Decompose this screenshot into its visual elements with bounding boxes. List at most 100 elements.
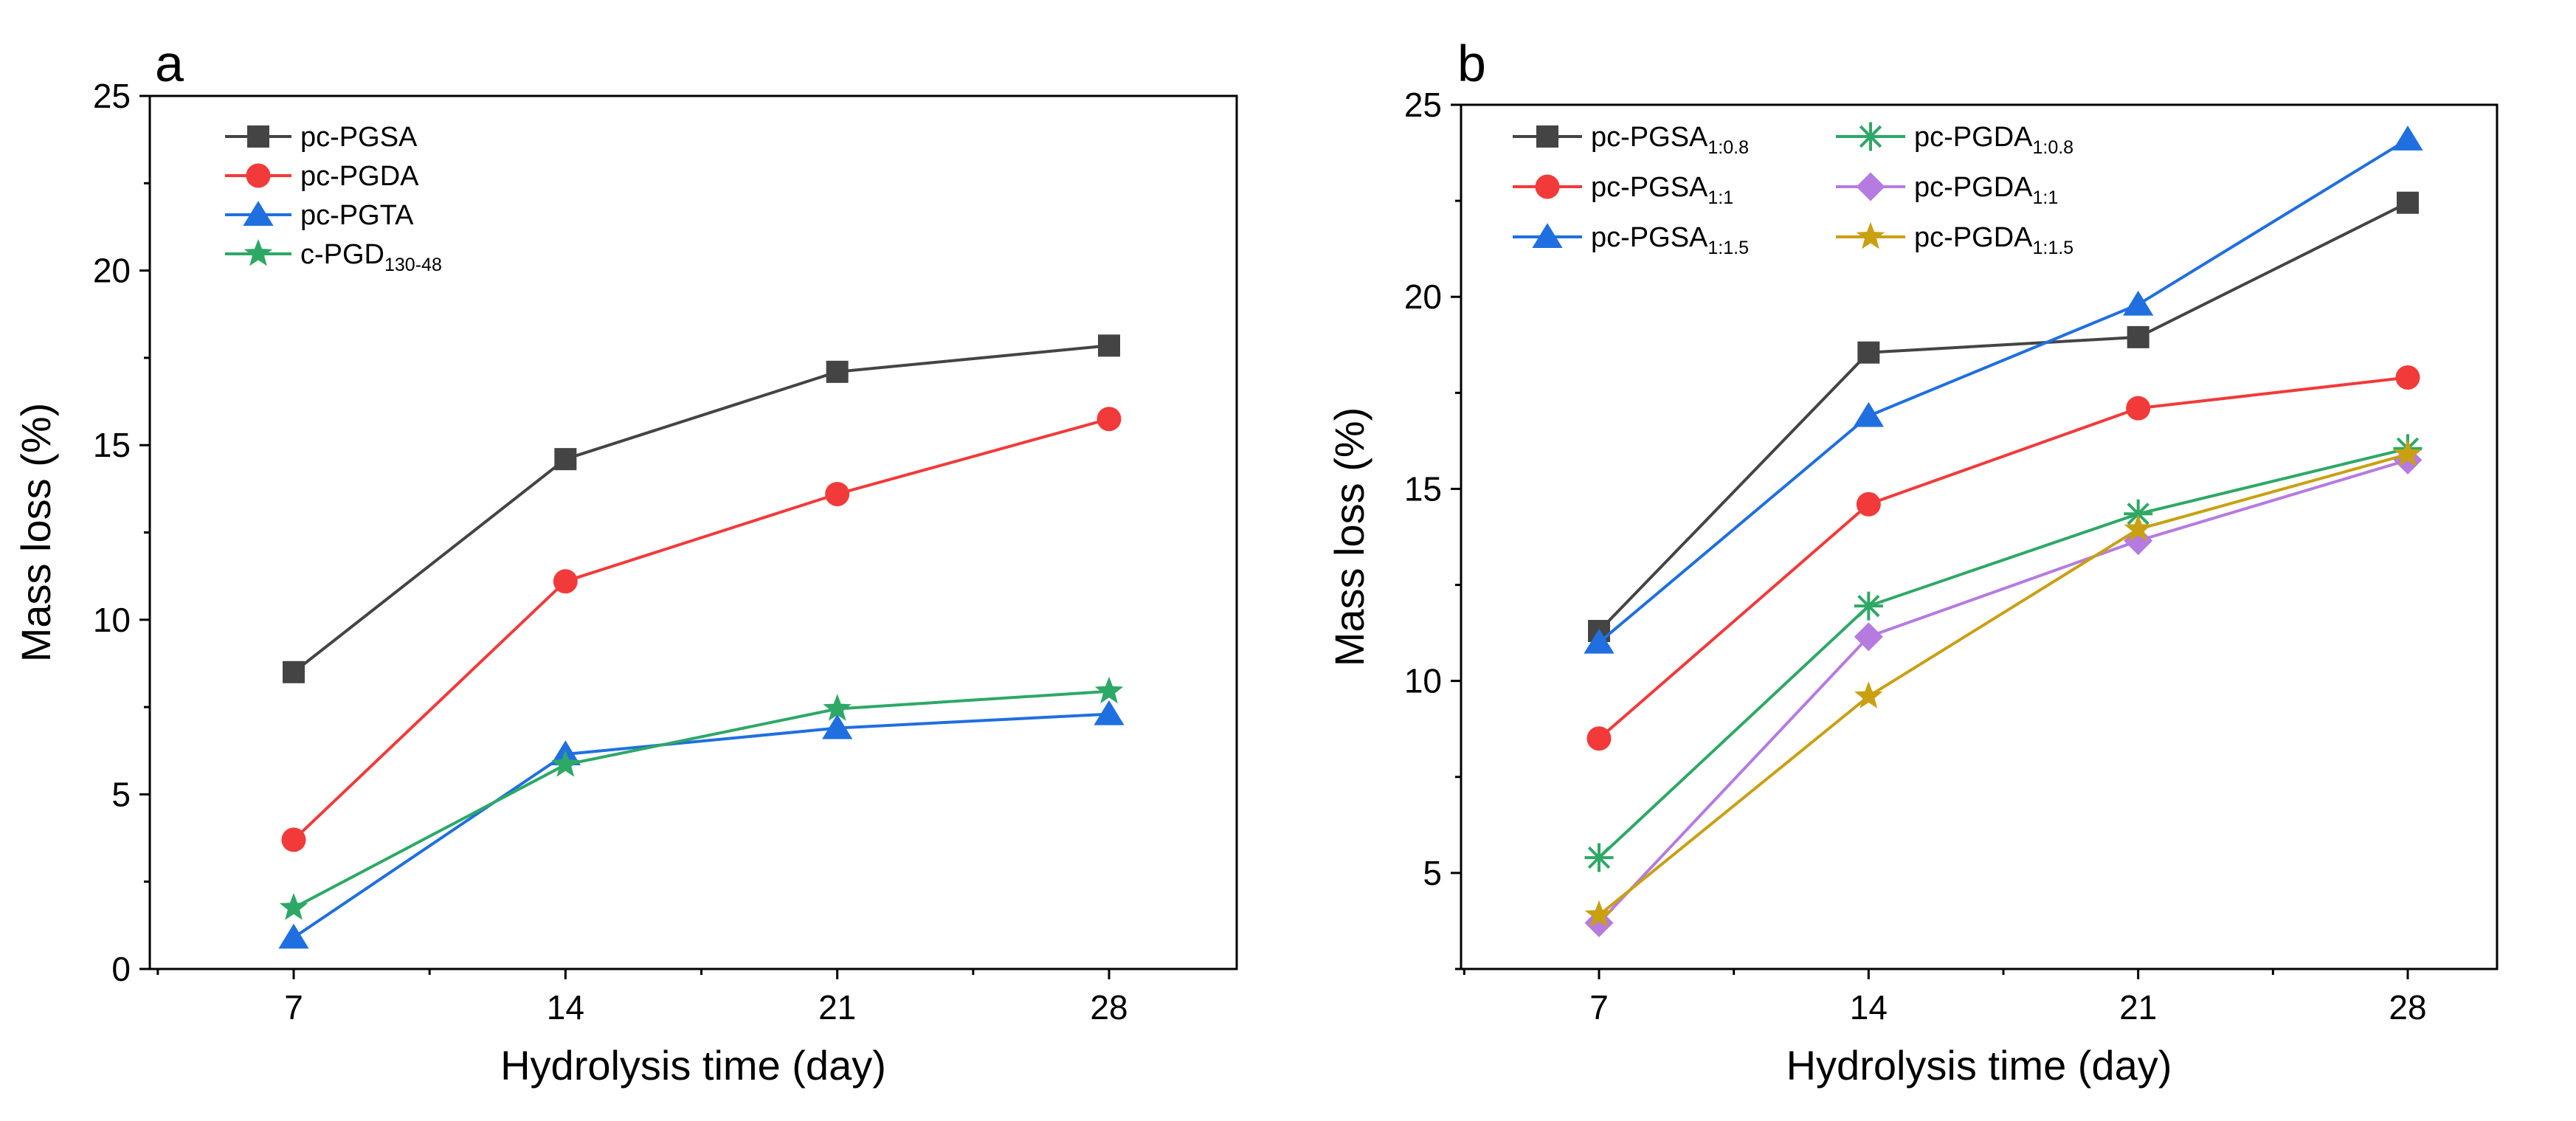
data-point: [1097, 407, 1122, 432]
legend-marker: [1535, 174, 1560, 199]
legend-marker: [247, 125, 269, 148]
data-point: [1586, 726, 1612, 751]
legend-label-main: pc-PGDA: [1914, 222, 2033, 253]
legend-item: pc-PGDA1:1.5: [1836, 221, 2073, 258]
series-0: [1588, 191, 2419, 643]
legend: pc-PGSA1:0.8pc-PGSA1:1pc-PGSA1:1.5pc-PGD…: [1513, 122, 2073, 258]
legend-label: pc-PGDA1:1: [1914, 172, 2058, 208]
y-axis-title: Mass loss (%): [13, 403, 59, 663]
legend-label: pc-PGDA1:0.8: [1914, 122, 2073, 158]
legend-label-subscript: 1:1.5: [1707, 238, 1749, 258]
y-tick-label: 20: [93, 252, 131, 290]
legend-marker: [246, 163, 271, 188]
series-line: [292, 712, 1110, 939]
series-0: [283, 334, 1120, 683]
x-tick-label: 14: [1850, 988, 1888, 1027]
data-point: [822, 714, 853, 739]
x-tick-label: 21: [818, 988, 856, 1027]
data-point: [1584, 628, 1615, 654]
data-point: [1856, 491, 1881, 517]
series-2: [278, 700, 1125, 949]
legend-label: pc-PGDA1:1.5: [1914, 222, 2073, 258]
legend-label: pc-PGDA: [300, 161, 419, 192]
legend-item: pc-PGSA1:1: [1513, 172, 1733, 208]
data-point: [1854, 591, 1883, 621]
legend-marker: [244, 238, 273, 266]
y-tick-label: 5: [1423, 854, 1442, 892]
data-point: [1094, 700, 1125, 725]
x-axis-title: Hydrolysis time (day): [500, 1042, 886, 1089]
data-point: [2126, 396, 2151, 421]
y-tick-label: 10: [93, 601, 131, 639]
legend-item: pc-PGSA1:1.5: [1513, 222, 1749, 258]
chart-panel-a: 0 5 10 15 20 25 7 14 21 28 Hydrolysis time (day) Ma…: [13, 35, 1238, 1089]
data-point: [2127, 325, 2149, 348]
asterisk-stroke: [2127, 503, 2149, 525]
y-tick-label: 15: [1404, 469, 1442, 508]
series-3: [1584, 434, 2423, 872]
legend-label: pc-PGSA1:1: [1591, 172, 1733, 208]
legend-label: pc-PGTA: [300, 200, 414, 231]
asterisk-stroke: [1587, 846, 1611, 869]
series-line: [292, 344, 1110, 674]
data-point: [2392, 125, 2423, 151]
series-line: [292, 417, 1110, 841]
x-tick-label: 7: [1589, 988, 1609, 1027]
legend-item: pc-PGTA: [225, 200, 414, 231]
data-point: [2393, 439, 2423, 466]
legend-label-subscript: 1:0.8: [2032, 137, 2073, 158]
series-5: [1584, 439, 2423, 928]
data-point: [2395, 365, 2420, 390]
legend-item: pc-PGSA: [225, 122, 418, 153]
legend-label-main: pc-PGSA: [1591, 172, 1708, 203]
legend-label-subscript: 1:1.5: [2032, 238, 2073, 258]
legend-label-subscript: 1:1: [1707, 187, 1733, 208]
legend: pc-PGSA pc-PGDA pc-PGTA c-PGD130-48: [225, 122, 442, 275]
legend-item: pc-PGDA: [225, 161, 419, 192]
y-tick-label: 5: [111, 775, 131, 813]
series-1: [281, 407, 1122, 852]
series-line: [1598, 201, 2408, 632]
panel-label: b: [1457, 35, 1486, 92]
y-tick-label: 15: [93, 426, 131, 464]
y-tick-label: 25: [1404, 86, 1442, 124]
legend-marker: [243, 201, 274, 226]
plot-frame: [1460, 103, 2499, 970]
series-3: [279, 676, 1124, 920]
asterisk-stroke: [1857, 594, 1880, 618]
asterisk-stroke: [1859, 125, 1882, 148]
data-point: [2397, 191, 2419, 214]
x-tick-label: 21: [2119, 988, 2157, 1027]
x-tick-label: 7: [284, 988, 303, 1027]
x-tick-label: 28: [1090, 988, 1128, 1027]
series-line: [1598, 138, 2409, 644]
legend-label: c-PGD130-48: [300, 239, 442, 275]
data-point: [1584, 843, 1614, 872]
data-point: [826, 360, 849, 383]
legend-label-main: pc-PGTA: [300, 200, 414, 231]
data-point: [825, 481, 850, 506]
data-point: [1584, 900, 1614, 928]
x-axis-title: Hydrolysis time (day): [1786, 1042, 2172, 1089]
data-point: [551, 749, 580, 777]
data-point: [554, 448, 577, 471]
chart-panel-b: 5 10 15 20 25 7 14 21 28 Hydrolysis time (day) Mas…: [1326, 35, 2499, 1089]
legend-item: c-PGD130-48: [225, 238, 442, 275]
legend-label-main: c-PGD: [300, 239, 384, 270]
y-tick-label: 10: [1404, 662, 1442, 700]
data-point: [1854, 622, 1883, 652]
legend-label-main: pc-PGDA: [1914, 122, 2033, 153]
legend-marker: [1856, 172, 1885, 201]
y-axis-title: Mass loss (%): [1326, 407, 1372, 667]
series-line: [1598, 446, 2408, 859]
legend-label-subscript: 1:0.8: [1707, 137, 1749, 158]
y-tick-label: 20: [1404, 277, 1442, 316]
data-point: [1857, 341, 1880, 364]
data-point: [283, 660, 305, 683]
legend-label-main: pc-PGSA: [1591, 122, 1708, 153]
legend-item: pc-PGDA1:0.8: [1836, 122, 2073, 158]
data-point: [2124, 514, 2152, 542]
legend-label: pc-PGSA: [300, 122, 418, 153]
legend-label: pc-PGSA1:1.5: [1591, 222, 1749, 258]
